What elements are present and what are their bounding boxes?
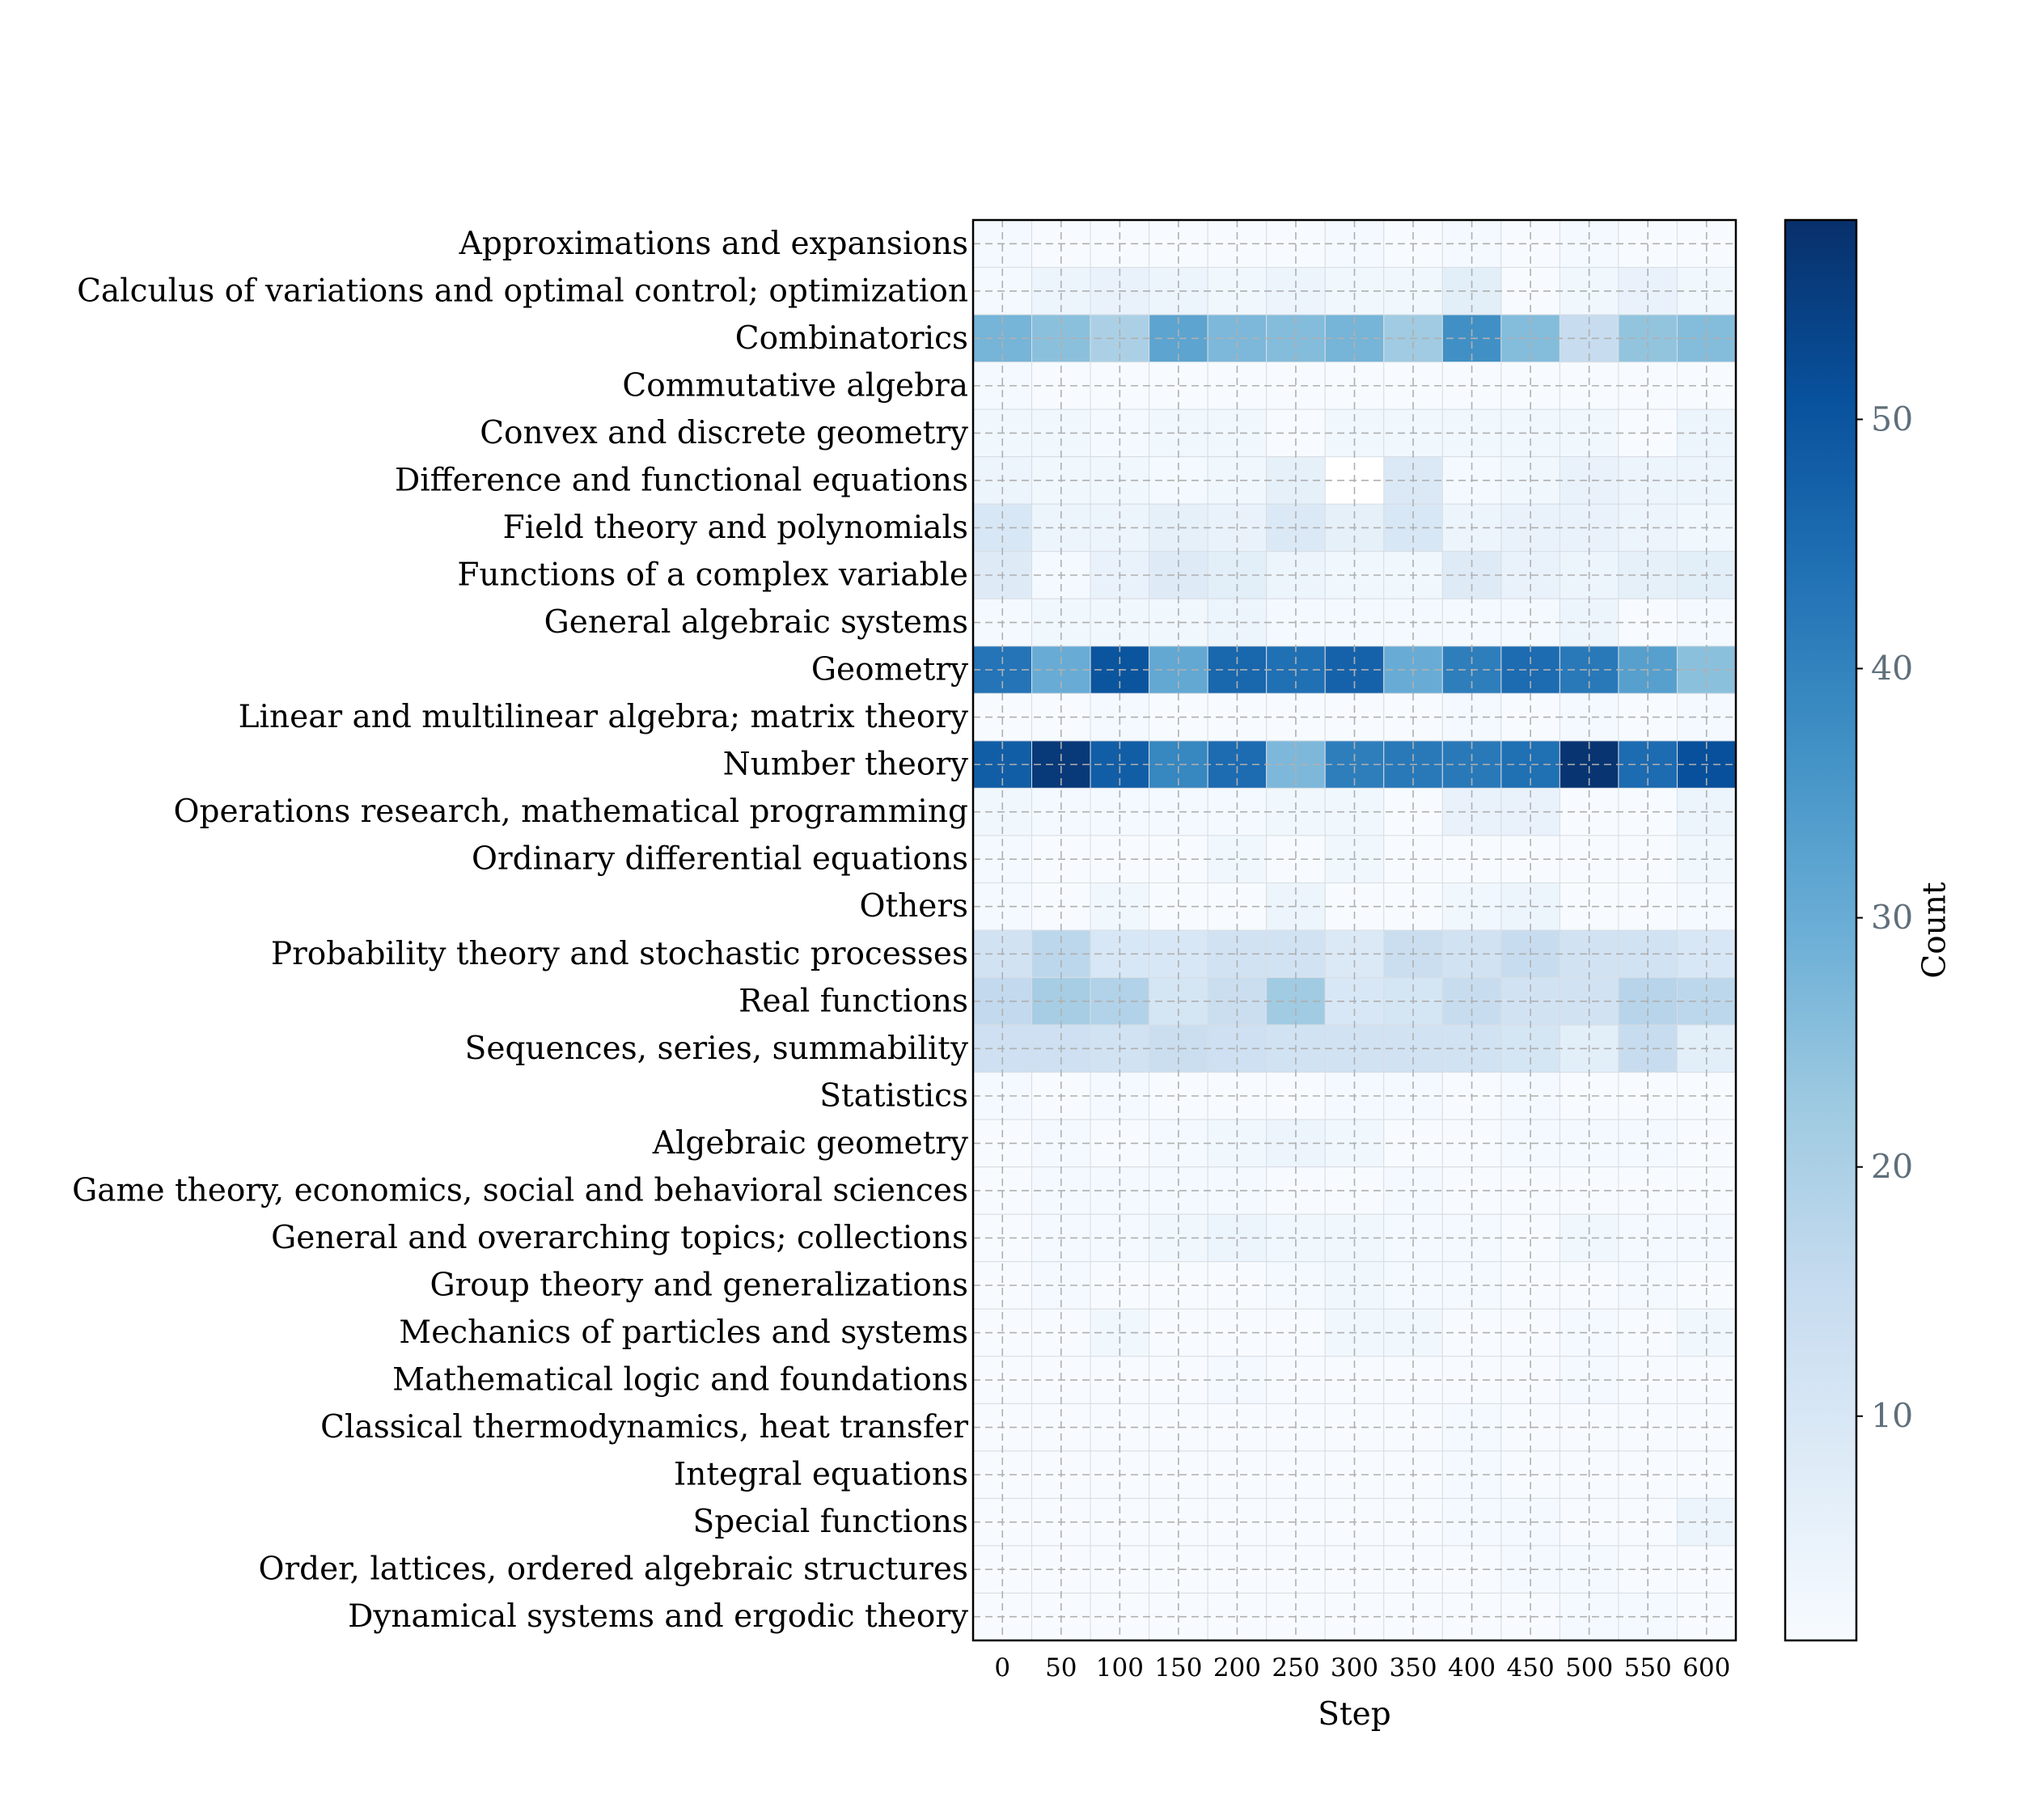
- x-tick-label: 100: [1096, 1653, 1144, 1682]
- y-tick-label: General algebraic systems: [544, 604, 968, 641]
- y-tick-label: Approximations and expansions: [459, 226, 968, 262]
- y-tick-label: Geometry: [811, 652, 968, 688]
- y-tick-label: Mathematical logic and foundations: [392, 1362, 968, 1399]
- y-tick-label: Commutative algebra: [622, 367, 968, 404]
- y-tick-label: Classical thermodynamics, heat transfer: [320, 1409, 968, 1445]
- y-tick-label: Others: [859, 888, 968, 925]
- y-tick-label: Difference and functional equations: [395, 462, 968, 498]
- grid-lines: [973, 220, 1736, 1640]
- y-tick-label: Real functions: [739, 983, 968, 1019]
- x-tick-label: 0: [994, 1653, 1010, 1682]
- x-tick-label: 50: [1045, 1653, 1077, 1682]
- x-tick-label: 600: [1682, 1653, 1730, 1682]
- y-tick-label: Sequences, series, summability: [465, 1031, 968, 1067]
- colorbar: [1784, 218, 1858, 1642]
- y-tick-label: Linear and multilinear algebra; matrix t…: [239, 699, 968, 735]
- y-tick-label: Dynamical systems and ergodic theory: [348, 1598, 968, 1635]
- colorbar-tick-label: 50: [1871, 400, 1913, 438]
- x-tick-labels: 0 50 100 150 200 250 300 350 400 450 500 550 600: [994, 1653, 1730, 1682]
- x-tick-label: 550: [1624, 1653, 1672, 1682]
- y-tick-label: Operations research, mathematical progra…: [174, 794, 968, 830]
- x-tick-label: 400: [1448, 1653, 1496, 1682]
- colorbar-tick-label: 30: [1871, 899, 1913, 938]
- x-tick-label: 200: [1213, 1653, 1261, 1682]
- x-tick-label: 450: [1507, 1653, 1555, 1682]
- colorbar-ticks: 10 20 30 40 50: [1856, 400, 1913, 1436]
- y-tick-label: Game theory, economics, social and behav…: [72, 1172, 968, 1208]
- y-tick-label: Order, lattices, ordered algebraic struc…: [259, 1551, 969, 1588]
- x-tick-label: 500: [1565, 1653, 1613, 1682]
- y-tick-label: Mechanics of particles and systems: [399, 1314, 968, 1351]
- x-tick-label: 350: [1389, 1653, 1437, 1682]
- y-tick-label: General and overarching topics; collecti…: [271, 1220, 968, 1256]
- colorbar-tick-label: 40: [1871, 650, 1913, 688]
- y-tick-label: Field theory and polynomials: [503, 510, 968, 546]
- y-tick-label: Functions of a complex variable: [457, 557, 968, 594]
- y-tick-label: Integral equations: [674, 1457, 968, 1493]
- y-tick-label: Probability theory and stochastic proces…: [271, 936, 968, 972]
- x-axis-title: Step: [1318, 1696, 1390, 1733]
- y-tick-label: Special functions: [693, 1504, 968, 1540]
- y-tick-label: Combinatorics: [735, 320, 968, 357]
- plot-frame: [971, 218, 1737, 1642]
- y-tick-label: Ordinary differential equations: [472, 841, 968, 878]
- y-tick-labels: Approximations and expansions Calculus of…: [72, 226, 968, 1635]
- x-tick-label: 250: [1272, 1653, 1319, 1682]
- y-tick-label: Statistics: [819, 1077, 968, 1114]
- y-tick-label: Group theory and generalizations: [430, 1268, 968, 1304]
- x-tick-label: 300: [1331, 1653, 1378, 1682]
- y-tick-label: Number theory: [723, 747, 968, 783]
- y-tick-label: Calculus of variations and optimal contr…: [77, 273, 968, 309]
- colorbar-tick-label: 20: [1871, 1148, 1913, 1187]
- x-tick-label: 150: [1154, 1653, 1202, 1682]
- y-tick-label: Convex and discrete geometry: [480, 415, 968, 451]
- colorbar-label: Count: [1917, 882, 1953, 979]
- y-tick-label: Algebraic geometry: [652, 1125, 968, 1162]
- colorbar-tick-label: 10: [1871, 1397, 1913, 1436]
